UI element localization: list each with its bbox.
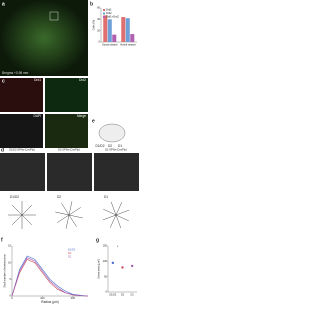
panel-letter: e xyxy=(92,118,95,124)
y-tick-label: 150 xyxy=(103,244,108,248)
y-label: Soma area (μm²) xyxy=(97,259,101,279)
brain xyxy=(98,123,126,143)
tile-label: D1/D2-SPNs (Cre/Flp) xyxy=(9,148,35,152)
point xyxy=(111,261,115,265)
dendrite xyxy=(115,214,122,229)
label: D1/D2 xyxy=(10,195,19,199)
dendrite xyxy=(55,211,70,216)
y-label: Cells (%) xyxy=(92,20,96,31)
dendrite xyxy=(115,214,129,222)
y-tick-label: 0 xyxy=(10,294,12,298)
dendrite xyxy=(115,202,123,216)
significance: * xyxy=(117,245,119,249)
dendrite xyxy=(103,208,117,216)
x-tick-label: D2 xyxy=(121,294,125,297)
legend-swatch xyxy=(103,9,105,11)
tile xyxy=(45,114,88,148)
tile xyxy=(47,153,92,191)
y-tick-label: 100 xyxy=(103,259,108,263)
legend-swatch xyxy=(103,12,105,15)
legend-label: D1 xyxy=(68,255,72,259)
line xyxy=(11,257,89,297)
label: D2 xyxy=(108,144,112,148)
y-tick-label: 50 xyxy=(104,274,107,278)
tile xyxy=(0,114,43,148)
y-tick-label: 15 xyxy=(8,244,11,248)
y-tick-label: 60 xyxy=(97,6,100,10)
dendrite xyxy=(21,214,33,226)
label: D1 xyxy=(118,144,122,148)
bar xyxy=(125,18,130,42)
panel-c xyxy=(0,78,88,148)
dendrite xyxy=(11,204,23,216)
panel-letter: d xyxy=(1,147,4,153)
roi xyxy=(49,11,59,21)
panel-letter: g xyxy=(96,237,99,243)
y-tick-label: 0 xyxy=(106,290,108,294)
tile-label: Merge xyxy=(77,114,86,118)
panel-letter: f xyxy=(1,237,3,243)
label: D2 xyxy=(57,195,61,199)
y-tick-label: 0 xyxy=(99,40,101,44)
point xyxy=(121,266,124,269)
dendrite xyxy=(102,214,117,221)
dendrite xyxy=(68,201,73,216)
dendrite xyxy=(57,214,70,223)
dendrite xyxy=(65,214,70,229)
x-tick-label: Dorsal striatum xyxy=(102,44,118,47)
panel-letter: a xyxy=(2,1,5,7)
bar xyxy=(103,15,108,42)
tile-label: D2-SPNs (Cre/Flp) xyxy=(58,148,80,152)
dendrite xyxy=(110,201,117,216)
x-tick-label: 100 xyxy=(40,296,45,300)
dendrite xyxy=(68,207,81,216)
figure: a Bregma +0.98 mm c d e f g b Drd1 Drd2DA… xyxy=(0,0,139,304)
image-a xyxy=(0,0,88,76)
dendrite xyxy=(11,214,23,226)
y-tick-label: 20 xyxy=(97,28,100,32)
line xyxy=(11,255,89,297)
bar xyxy=(107,19,112,42)
dendrite xyxy=(68,214,83,219)
legend-label: Drd2 xyxy=(106,11,112,15)
label: D1 xyxy=(104,195,108,199)
legend-label: Drd1 xyxy=(106,8,112,12)
tile xyxy=(0,153,45,191)
tile xyxy=(0,78,43,112)
dendrite xyxy=(61,203,70,216)
legend-label: D2 xyxy=(68,251,72,255)
bar xyxy=(121,17,126,42)
x-tick-label: 0 xyxy=(11,296,13,300)
y-tick-label: 40 xyxy=(97,17,100,21)
x-tick-label: D1/D2 xyxy=(109,294,116,297)
tile-label: Drd1 xyxy=(34,78,41,82)
tile xyxy=(94,153,139,191)
x-label: Radius (μm) xyxy=(41,300,58,304)
label: D1/D2 xyxy=(95,144,104,148)
legend-swatch xyxy=(103,16,105,18)
y-label: Sholl number of intersections xyxy=(3,254,7,288)
dendrite xyxy=(68,214,77,227)
dendrite xyxy=(21,204,33,216)
bar xyxy=(130,34,135,42)
caption: Bregma +0.98 mm xyxy=(2,71,29,75)
x-tick-label: D1 xyxy=(131,294,135,297)
dendrite xyxy=(115,209,130,216)
point xyxy=(130,264,134,268)
tile-label: DAPI xyxy=(34,114,42,118)
y-tick-label: 5 xyxy=(10,277,12,281)
legend-label: D1/D2 xyxy=(68,248,76,252)
tile-label: D1-SPNs (Cre/Flp) xyxy=(105,148,127,152)
dendrite xyxy=(109,214,117,228)
tile xyxy=(45,78,88,112)
legend-label: Drd1+Drd2 xyxy=(106,15,119,19)
y-tick-label: 10 xyxy=(8,260,11,264)
x-tick-label: Ventral striatum xyxy=(120,44,136,47)
panel-letter: b xyxy=(90,1,93,7)
panel-letter: c xyxy=(2,78,5,84)
x-tick-label: 200 xyxy=(71,296,76,300)
tile-label: Drd2 xyxy=(79,78,86,82)
bar xyxy=(112,34,117,42)
panel-d xyxy=(0,153,139,191)
